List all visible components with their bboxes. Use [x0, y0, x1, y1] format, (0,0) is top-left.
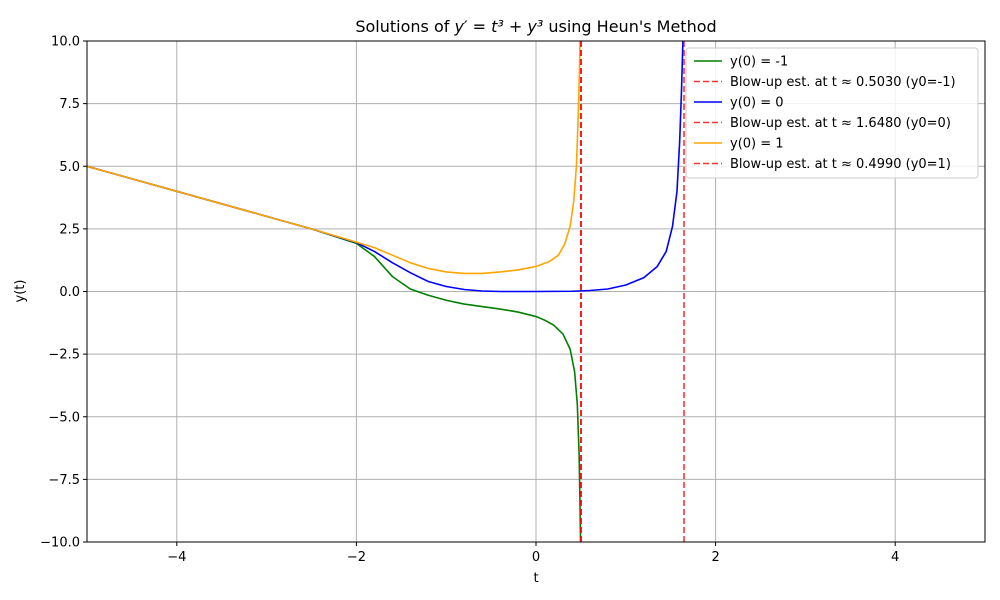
- y-axis-label: y(t): [13, 280, 28, 303]
- x-tick-label: 2: [711, 550, 719, 565]
- x-tick-label: 4: [891, 550, 899, 565]
- y-tick-label: 7.5: [59, 97, 80, 112]
- legend-label: y(0) = 0: [730, 96, 784, 111]
- title-math: y′ = t³ + y³: [453, 17, 543, 36]
- legend-label: y(0) = -1: [730, 55, 788, 70]
- legend-box: [685, 47, 979, 179]
- y-tick-label: 0.0: [59, 285, 80, 300]
- x-tick-label: −2: [347, 550, 366, 565]
- series-line-2: [87, 41, 684, 293]
- y-tick-label: 5.0: [59, 160, 80, 175]
- chart-title: Solutions of y′ = t³ + y³ using Heun's M…: [355, 17, 716, 36]
- y-tick-label: −2.5: [48, 348, 80, 363]
- series-layer: [87, 41, 685, 542]
- legend-label: Blow-up est. at t ≈ 0.4990 (y0=1): [730, 157, 951, 172]
- tick-layer: −4 −2 0 2 4 −10.0 −7.5 −5.0 −2.5 0.0 2.5 5.0 7.5 10.0: [40, 35, 899, 566]
- legend-label: Blow-up est. at t ≈ 1.6480 (y0=0): [730, 116, 951, 131]
- y-tick-label: −10.0: [40, 536, 80, 551]
- x-axis-label: t: [533, 571, 538, 586]
- x-tick-label: 0: [532, 550, 540, 565]
- series-line-4: [87, 41, 581, 275]
- legend-label: y(0) = 1: [730, 137, 784, 152]
- y-tick-label: −5.0: [48, 410, 80, 425]
- title-suffix: using Heun's Method: [543, 17, 716, 36]
- y-tick-label: −7.5: [48, 473, 80, 488]
- x-tick-label: −4: [167, 550, 186, 565]
- legend: y(0) = -1 Blow-up est. at t ≈ 0.5030 (y0=…: [685, 47, 979, 179]
- y-tick-label: 10.0: [51, 35, 80, 50]
- y-tick-label: 2.5: [59, 222, 80, 237]
- legend-label: Blow-up est. at t ≈ 0.5030 (y0=-1): [730, 75, 956, 90]
- title-prefix: Solutions of: [355, 17, 454, 36]
